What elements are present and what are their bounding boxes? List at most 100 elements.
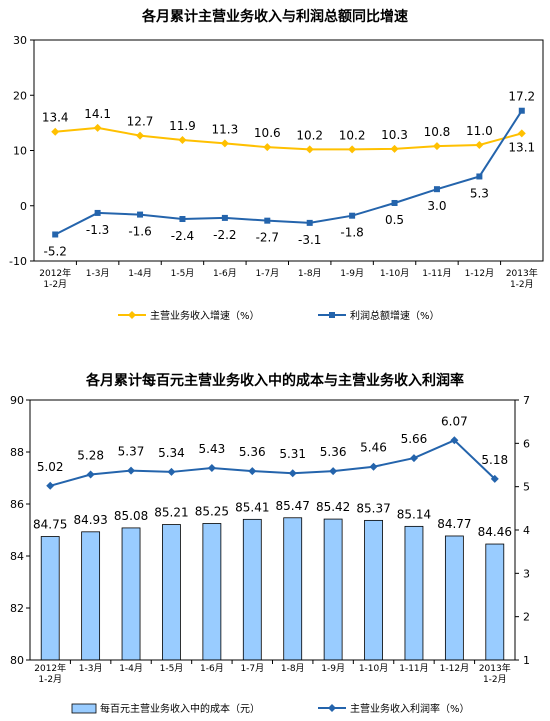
revenue-growth-label: 11.0 [466,124,493,138]
y-tick-label: 82 [10,602,24,615]
y2-tick-label: 2 [523,611,530,624]
profit-growth-label: -3.1 [298,233,321,247]
x-tick-label: 1-8月 [281,663,305,674]
revenue-growth-point [178,136,187,145]
profit-margin-label: 5.36 [320,445,347,459]
profit-margin-label: 5.46 [360,441,387,455]
legend-cost-swatch [71,703,97,714]
x-tick-label: 1-3月 [86,268,110,279]
profit-growth-point [349,212,356,219]
profit-margin-label: 5.28 [77,449,104,463]
y-tick-label: 84 [10,550,24,563]
x-tick-label: 1-4月 [119,663,143,674]
profit-growth-label: -1.3 [86,223,109,237]
revenue-growth-point [263,143,272,152]
chart-title: 各月累计主营业务收入与利润总额同比增速 [141,8,408,25]
x-tick-label: 1-2月 [483,674,507,685]
revenue-growth-label: 10.8 [424,125,451,139]
x-tick-label: 1-12月 [440,663,469,674]
cost-bar-label: 84.77 [437,517,471,531]
x-tick-label: 1-11月 [422,268,451,279]
y2-tick-label: 3 [523,567,530,580]
y-tick-label: 20 [13,89,27,102]
cost-bar [404,525,424,661]
cost-bar-label: 85.37 [356,501,390,515]
revenue-growth-point [93,123,102,132]
x-tick-label: 1-5月 [160,663,184,674]
legend-profit-label: 利润总额增速（%） [350,309,440,322]
x-tick-label: 1-2月 [38,674,62,685]
profit-growth-point [391,199,398,206]
cost-bar [242,518,262,661]
profit-growth-point [52,231,59,238]
profit-margin-label: 5.34 [158,446,185,460]
profit-growth-label: -1.6 [128,225,151,239]
x-tick-label: 1-5月 [171,268,195,279]
profit-margin-point [329,467,338,476]
profit-margin-label: 5.43 [199,442,226,456]
x-tick-label: 1-4月 [128,268,152,279]
cost-bar [444,535,464,661]
profit-growth-point [264,217,271,224]
profit-growth-point [221,214,228,221]
x-tick-label: 1-6月 [200,663,224,674]
profit-growth-point [476,173,483,180]
cost-bar [364,519,383,661]
profit-growth-label: 17.2 [508,90,535,104]
revenue-growth-label: 11.3 [212,122,239,136]
profit-margin-line [49,439,496,487]
profit-growth-label: -2.4 [171,229,194,243]
revenue-growth-label: 13.4 [42,111,69,125]
profit-margin-point [46,481,55,490]
cost-bar [485,543,505,661]
profit-margin-point [288,469,297,478]
cost-bar-label: 85.41 [235,500,269,514]
profit-margin-point [167,467,176,476]
revenue-growth-label: 14.1 [84,107,111,121]
profit-margin-label: 5.31 [279,447,306,461]
y2-tick-label: 1 [523,654,530,667]
x-tick-label: 1-6月 [213,268,237,279]
x-tick-label: 1-3月 [79,663,103,674]
x-tick-label: 1-12月 [465,268,494,279]
y2-tick-label: 4 [523,524,530,537]
x-tick-label: 1-7月 [255,268,279,279]
profit-growth-label: -5.2 [43,244,66,258]
cost-bar [323,518,343,661]
cost-bar-label: 85.42 [316,500,350,514]
y-tick-label: -10 [9,255,27,268]
profit-growth-label: -2.2 [213,228,236,242]
profit-margin-point [248,467,257,476]
profit-growth-label: -1.8 [340,226,363,240]
cost-bar-label: 84.46 [478,525,512,539]
profit-margin-label: 5.37 [118,445,145,459]
cost-bar-label: 84.75 [33,518,67,532]
revenue-growth-label: 12.7 [127,115,154,129]
legend-revenue-marker [128,311,136,319]
y2-tick-label: 5 [523,481,530,494]
revenue-growth-label: 10.6 [254,126,281,140]
x-tick-label: 2013年 [506,267,538,279]
growth-rate-line-chart: 各月累计主营业务收入与利润总额同比增速3020100-102012年1-2月1-… [9,8,544,322]
profit-growth-label: 3.0 [427,199,446,213]
x-tick-label: 1-2月 [510,279,534,290]
revenue-growth-point [220,139,229,148]
profit-margin-label: 5.36 [239,445,266,459]
legend-margin-marker [328,704,336,712]
revenue-growth-label: 11.9 [169,119,196,133]
revenue-growth-point [475,140,484,149]
profit-growth-label: 5.3 [470,186,489,200]
cost-bar-label: 84.93 [73,513,107,527]
x-tick-label: 2012年 [34,662,66,674]
cost-bar [40,536,60,661]
y-tick-label: 30 [13,34,27,47]
x-tick-label: 1-8月 [298,268,322,279]
profit-growth-point [137,211,144,218]
revenue-growth-line [55,126,523,151]
profit-margin-label: 5.18 [481,453,508,467]
y-tick-label: 10 [13,145,27,158]
cost-bar [202,523,222,661]
cost-bar [81,531,101,661]
profit-margin-label: 6.07 [441,414,468,428]
